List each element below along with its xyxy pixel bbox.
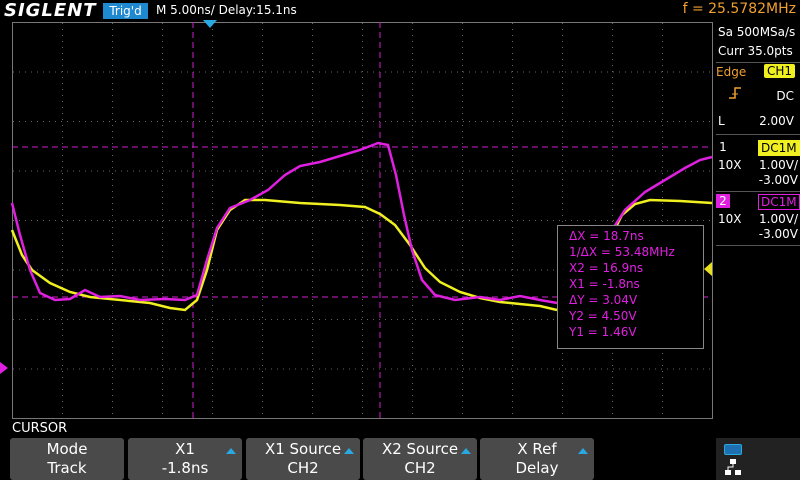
channel-coupling: DC1M — [758, 140, 800, 156]
readout-line: X1 = -1.8ns — [569, 277, 640, 291]
edge-icon — [729, 87, 741, 99]
channel-coupling: DC1M — [758, 194, 800, 210]
button-label: X1 Source — [264, 440, 342, 458]
ch2-offset-marker — [0, 362, 8, 374]
button-label: Mode — [46, 440, 88, 458]
menu-button[interactable]: X2 Source CH2 — [363, 438, 477, 480]
trigger-level-label: L — [718, 114, 725, 128]
readout-line: ΔX = 18.7ns — [569, 229, 644, 243]
button-value: CH2 — [404, 459, 436, 477]
arrow-icon — [344, 448, 354, 454]
button-value: CH2 — [287, 459, 319, 477]
channel-scale: 1.00V/ — [759, 158, 798, 172]
ch2-trace — [10, 141, 558, 305]
grid-frame — [12, 22, 713, 419]
button-label: X2 Source — [381, 440, 459, 458]
channel-scale: 1.00V/ — [759, 212, 798, 226]
trigger-source: CH1 — [764, 64, 796, 78]
menu-title: CURSOR — [12, 421, 68, 436]
trigger-level-marker — [704, 262, 712, 276]
channel-probe: 10X — [718, 212, 742, 226]
channel-offset: -3.00V — [758, 173, 798, 187]
sample-rate: Sa 500MSa/s — [718, 25, 796, 39]
channel-number: 2 — [716, 194, 730, 208]
frequency: f = 25.5782MHz — [682, 1, 796, 17]
trigger-level: 2.00V — [759, 114, 794, 128]
status-icons — [716, 438, 800, 480]
trigger-coupling: DC — [776, 89, 794, 103]
menu-button[interactable]: X1 -1.8ns — [128, 438, 242, 480]
button-value: -1.8ns — [161, 459, 209, 477]
arrow-icon — [461, 448, 471, 454]
grid — [13, 23, 712, 418]
readout-line: X2 = 16.9ns — [569, 261, 644, 275]
trigger-position-marker — [203, 20, 217, 28]
logo: SIGLENT — [4, 0, 97, 21]
arrow-icon — [226, 448, 236, 454]
arrow-icon — [578, 448, 588, 454]
record-points: Curr 35.0pts — [718, 44, 793, 58]
readout-line: ΔY = 3.04V — [569, 293, 638, 307]
trigger-status: Trig'd — [103, 3, 148, 19]
menu-button[interactable]: X1 Source CH2 — [246, 438, 360, 480]
channel-separator — [716, 191, 800, 192]
button-label: X1 — [175, 440, 195, 458]
channel-number: 1 — [719, 140, 727, 154]
trigger-mode: Edge — [716, 65, 747, 79]
button-value: Track — [47, 459, 87, 477]
readout-line: 1/ΔX = 53.48MHz — [569, 245, 675, 259]
cursor-readout: ΔX = 18.7ns 1/ΔX = 53.48MHz X2 = 16.9ns X1 … — [557, 225, 704, 349]
channel-offset: -3.00V — [758, 227, 798, 241]
ch1-trace — [10, 198, 558, 312]
menu-button[interactable]: Mode Track — [10, 438, 124, 480]
button-label: X Ref — [517, 440, 557, 458]
channel-probe: 10X — [718, 158, 742, 172]
readout-line: Y2 = 4.50V — [569, 309, 637, 323]
readout-line: Y1 = 1.46V — [569, 325, 637, 339]
timebase: M 5.00ns/ Delay:15.1ns — [156, 3, 297, 17]
ch2-trace-right — [610, 155, 713, 231]
side-panel: Sa 500MSa/s Curr 35.0pts Edge CH1 DC L 2… — [716, 22, 800, 442]
button-value: Delay — [515, 459, 559, 477]
channel-separator — [716, 245, 800, 246]
menu-button[interactable]: X Ref Delay — [480, 438, 594, 480]
